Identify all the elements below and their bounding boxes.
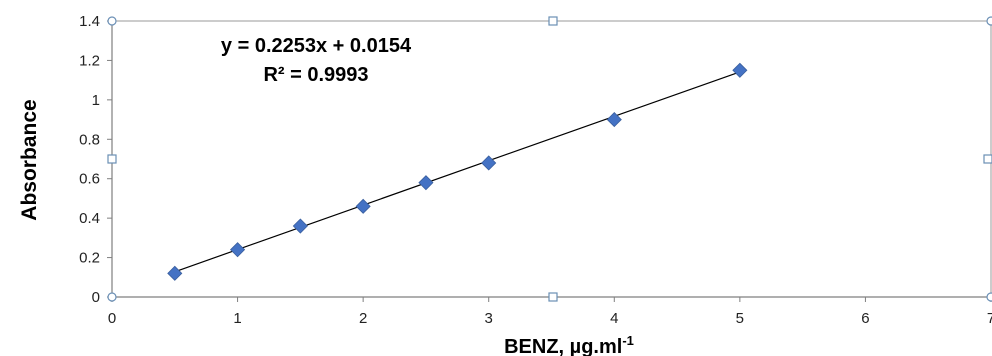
data-point xyxy=(481,155,497,171)
handle-top-left[interactable] xyxy=(107,16,117,26)
handle-left-middle[interactable] xyxy=(107,154,117,164)
y-tick-label: 0.2 xyxy=(79,250,100,267)
x-tick-label: 4 xyxy=(610,310,618,327)
x-tick-label: 5 xyxy=(736,310,744,327)
trendline xyxy=(174,71,741,273)
y-axis-ticks: 0 0.2 0.4 0.6 0.8 1 1.2 1.4 xyxy=(79,13,112,306)
data-point xyxy=(292,218,308,234)
x-tick-label: 7 xyxy=(987,310,992,327)
x-axis-title-main: BENZ, µg.ml xyxy=(504,336,622,356)
y-axis-title: Absorbance xyxy=(18,99,41,220)
trendline-r-squared: R² = 0.9993 xyxy=(263,64,368,86)
x-tick-label: 1 xyxy=(233,310,241,327)
handle-bottom-left[interactable] xyxy=(107,292,117,302)
handle-bottom-right[interactable] xyxy=(986,292,992,302)
data-point xyxy=(418,175,434,191)
x-tick-label: 6 xyxy=(861,310,869,327)
y-tick-label: 0.4 xyxy=(79,210,100,227)
trendline-group xyxy=(174,71,741,273)
x-axis-title: BENZ, µg.ml-1 xyxy=(504,333,634,356)
x-tick-label: 3 xyxy=(485,310,493,327)
x-tick-label: 2 xyxy=(359,310,367,327)
selection-handles xyxy=(107,16,992,302)
handle-right-middle[interactable] xyxy=(983,154,992,164)
y-tick-label: 0.8 xyxy=(79,131,100,148)
data-point xyxy=(355,198,371,214)
trendline-equation: y = 0.2253x + 0.0154 xyxy=(221,35,412,57)
handle-top-right[interactable] xyxy=(986,16,992,26)
data-point xyxy=(230,242,246,258)
x-axis-title-superscript: -1 xyxy=(622,333,634,348)
data-points xyxy=(167,62,748,281)
data-point xyxy=(606,112,622,128)
x-tick-label: 0 xyxy=(108,310,116,327)
y-tick-label: 1 xyxy=(92,92,100,109)
data-point xyxy=(732,62,748,78)
handle-top-middle[interactable] xyxy=(548,16,558,26)
y-tick-label: 0.6 xyxy=(79,171,100,188)
y-tick-label: 1.4 xyxy=(79,13,100,30)
y-tick-label: 1.2 xyxy=(79,52,100,69)
data-point xyxy=(167,265,183,281)
y-tick-label: 0 xyxy=(92,289,100,306)
handle-bottom-middle[interactable] xyxy=(548,292,558,302)
